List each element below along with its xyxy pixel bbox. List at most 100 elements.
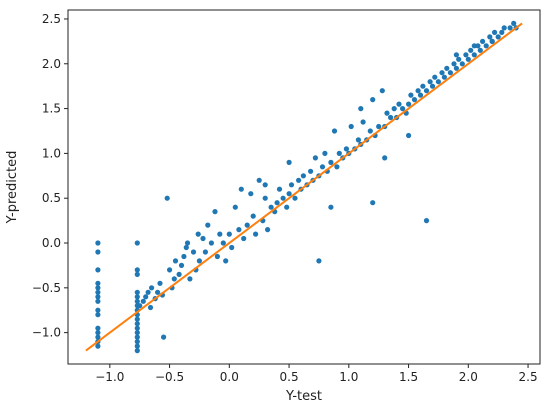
scatter-point <box>265 227 271 233</box>
scatter-point <box>200 235 206 242</box>
scatter-point <box>284 204 290 210</box>
scatter-point <box>334 164 340 170</box>
scatter-point <box>134 334 140 340</box>
scatter-point <box>343 146 349 152</box>
scatter-point <box>95 334 101 340</box>
scatter-point <box>406 132 412 139</box>
scatter-point <box>190 249 197 255</box>
scatter-point <box>423 88 430 94</box>
scatter-point <box>167 267 173 273</box>
scatter-point <box>95 312 101 318</box>
scatter-point <box>134 348 140 354</box>
scatter-point <box>212 209 218 215</box>
scatter-point <box>316 258 322 264</box>
scatter-point <box>95 330 101 336</box>
scatter-point <box>475 43 481 49</box>
scatter-point <box>411 97 418 103</box>
scatter-point <box>492 29 498 35</box>
x-tick-label: −0.5 <box>155 370 184 384</box>
scatter-point <box>501 25 507 31</box>
scatter-points <box>95 20 519 354</box>
scatter-point <box>134 316 140 322</box>
scatter-point <box>292 195 298 201</box>
scatter-point <box>238 186 244 192</box>
scatter-point <box>331 128 338 134</box>
scatter-point <box>439 70 445 76</box>
scatter-point <box>134 271 140 277</box>
scatter-point <box>511 20 517 26</box>
scatter-point <box>155 289 161 295</box>
scatter-point <box>453 52 459 58</box>
scatter-point <box>161 334 167 340</box>
x-tick-label: 1.0 <box>339 370 358 384</box>
scatter-point <box>149 285 155 291</box>
scatter-point <box>471 52 477 58</box>
x-tick-label: −1.0 <box>95 370 124 384</box>
scatter-point <box>396 101 402 107</box>
scatter-point <box>465 56 471 62</box>
scatter-point <box>280 195 286 201</box>
scatter-point <box>308 168 314 174</box>
scatter-point <box>95 267 101 273</box>
scatter-point <box>95 289 101 295</box>
scatter-point <box>195 231 201 237</box>
y-axis-label: Y-predicted <box>5 151 20 225</box>
scatter-point <box>268 204 274 210</box>
scatter-point <box>95 343 101 349</box>
scatter-point <box>286 159 292 165</box>
scatter-point <box>444 65 450 71</box>
x-tick-label: 2.5 <box>519 370 538 384</box>
scatter-point <box>134 298 140 304</box>
scatter-point <box>236 227 242 233</box>
scatter-point <box>300 173 306 179</box>
scatter-point <box>253 231 259 237</box>
y-tick-label: 1.0 <box>42 146 61 160</box>
scatter-point <box>176 271 182 277</box>
scatter-point <box>489 38 495 45</box>
scatter-point <box>322 150 328 156</box>
scatter-point <box>178 262 185 268</box>
x-axis-ticks: −1.0 −0.5 0.0 0.5 1.0 1.5 2.0 2.5 <box>95 364 538 384</box>
scatter-point <box>134 325 140 331</box>
scatter-point <box>134 343 140 349</box>
scatter-point <box>451 61 457 67</box>
scatter-point <box>507 25 513 31</box>
scatter-point <box>427 79 433 85</box>
scatter-point <box>256 177 262 183</box>
scatter-point <box>276 186 283 192</box>
scatter-point <box>499 29 505 35</box>
scatter-point <box>423 218 430 224</box>
scatter-point <box>477 47 483 53</box>
scatter-point <box>183 244 189 251</box>
scatter-point <box>463 52 469 58</box>
scatter-point <box>288 182 295 188</box>
x-tick-label: 0.5 <box>280 370 299 384</box>
x-tick-label: 2.0 <box>459 370 478 384</box>
scatter-point <box>134 289 140 295</box>
scatter-point <box>435 79 441 85</box>
scatter-point <box>328 159 334 165</box>
scatter-point <box>262 195 268 201</box>
scatter-point <box>147 304 154 311</box>
scatter-point <box>223 258 229 264</box>
scatter-point <box>217 231 223 237</box>
scatter-point <box>487 34 493 40</box>
scatter-point <box>241 235 247 242</box>
scatter-point <box>388 114 394 121</box>
scatter-point <box>184 240 191 246</box>
scatter-point <box>196 258 202 264</box>
scatter-point <box>358 106 364 112</box>
scatter-point <box>95 280 101 286</box>
y-tick-label: −0.5 <box>32 281 61 295</box>
scatter-point <box>95 249 101 255</box>
y-axis-ticks: −1.0 −0.5 0.0 0.5 1.0 1.5 2.0 2.5 <box>32 12 68 340</box>
scatter-point <box>95 294 101 300</box>
x-tick-label: 0.0 <box>220 370 239 384</box>
scatter-point <box>319 164 326 170</box>
scatter-point <box>171 276 177 282</box>
scatter-point <box>360 119 366 125</box>
scatter-point <box>406 101 412 107</box>
scatter-point <box>355 137 361 143</box>
scatter-point <box>229 244 235 251</box>
scatter-point <box>95 285 101 291</box>
